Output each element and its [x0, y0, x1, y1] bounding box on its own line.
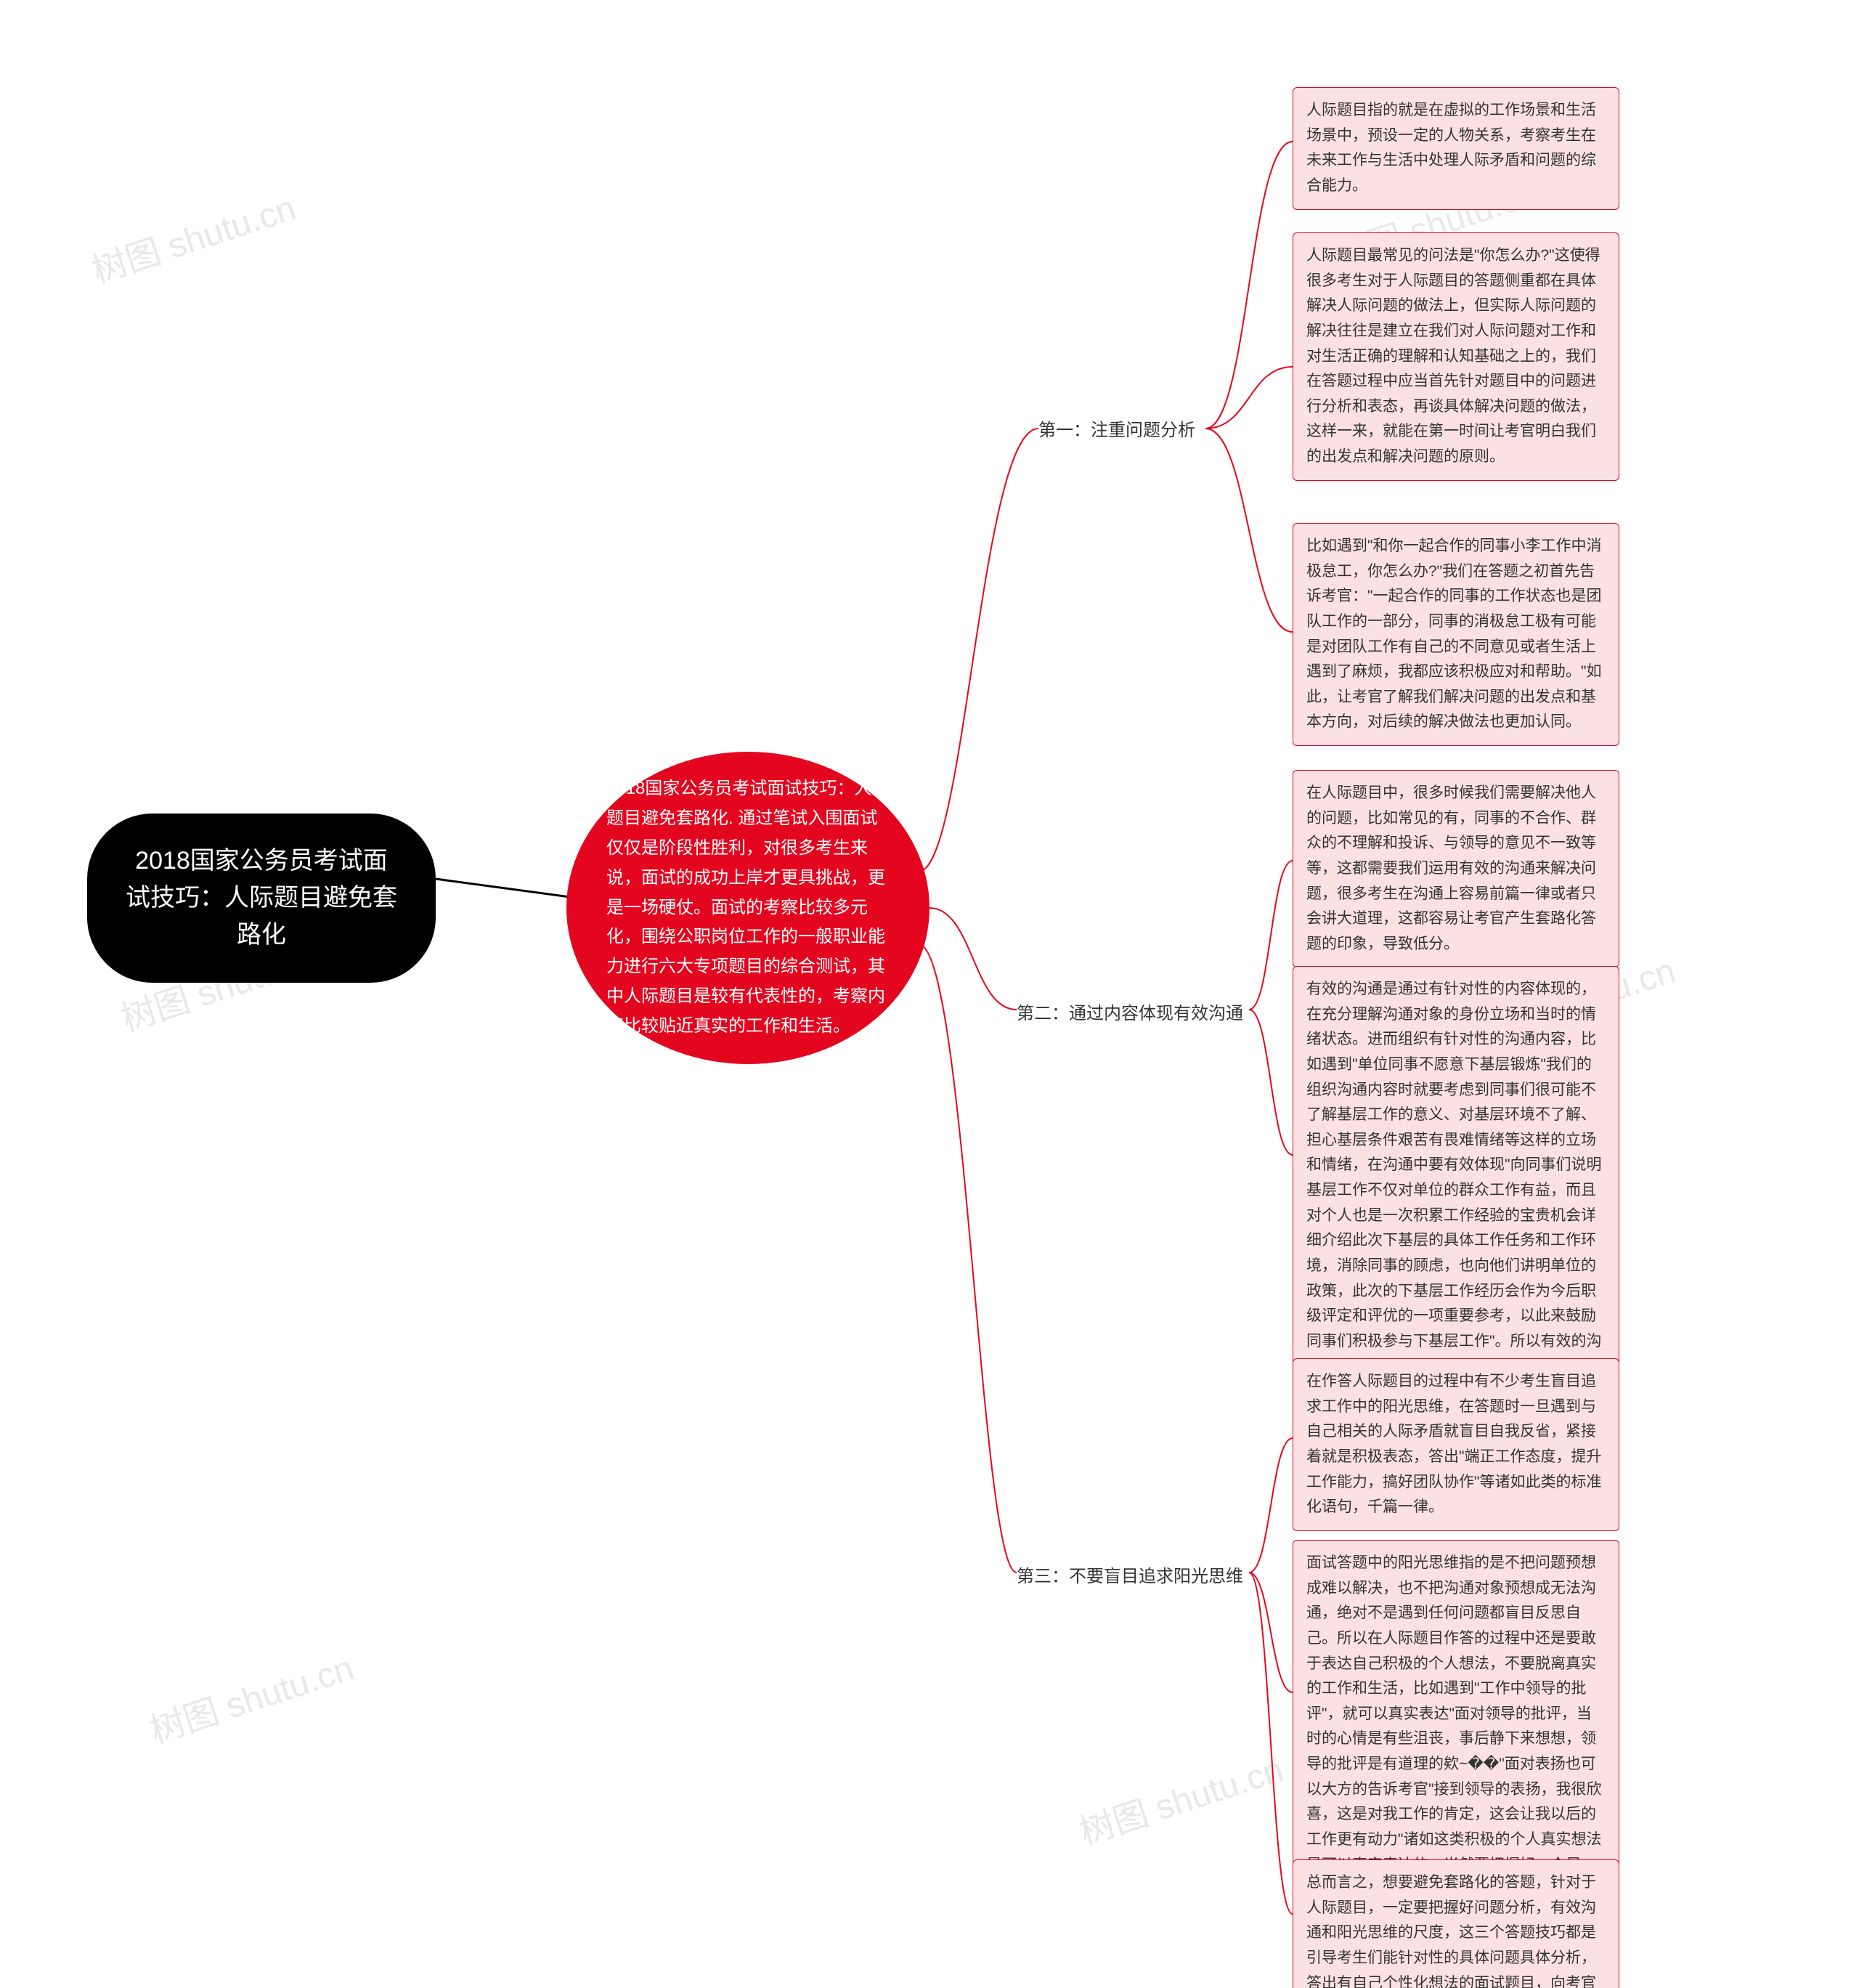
branch-label-2: 第二：通过内容体现有效沟通 [1017, 999, 1243, 1024]
branch-label-1: 第一：注重问题分析 [1038, 415, 1195, 441]
leaf-text: 人际题目指的就是在虚拟的工作场景和生活场景中，预设一定的人物关系，考察考生在未来… [1306, 102, 1596, 194]
leaf-node: 在人际题目中，很多时候我们需要解决他人的问题，比如常见的有，同事的不合作、群众的… [1293, 770, 1619, 967]
intro-node: 2018国家公务员考试面试技巧：人际题目避免套路化. 通过笔试入围面试仅仅是阶段… [566, 752, 930, 1064]
watermark: 树图 shutu.cn [84, 179, 301, 293]
leaf-node: 总而言之，想要避免套路化的答题，针对于人际题目，一定要把握好问题分析，有效沟通和… [1293, 1859, 1619, 1988]
branch-label-3: 第三：不要盲目追求阳光思维 [1017, 1562, 1243, 1587]
leaf-text: 总而言之，想要避免套路化的答题，针对于人际题目，一定要把握好问题分析，有效沟通和… [1306, 1874, 1596, 1988]
branch-3-text: 第三：不要盲目追求阳光思维 [1017, 1567, 1243, 1586]
leaf-node: 在作答人际题目的过程中有不少考生盲目追求工作中的阳光思维，在答题时一旦遇到与自己… [1293, 1358, 1619, 1531]
leaf-text: 人际题目最常见的问法是"你怎么办?"这使得很多考生对于人际题目的答题侧重都在具体… [1306, 247, 1600, 465]
branch-2-text: 第二：通过内容体现有效沟通 [1017, 1004, 1243, 1023]
leaf-node: 比如遇到"和你一起合作的同事小李工作中消极怠工，你怎么办?"我们在答题之初首先告… [1293, 523, 1619, 746]
leaf-text: 在作答人际题目的过程中有不少考生盲目追求工作中的阳光思维，在答题时一旦遇到与自己… [1306, 1373, 1601, 1515]
leaf-node: 人际题目最常见的问法是"你怎么办?"这使得很多考生对于人际题目的答题侧重都在具体… [1293, 232, 1619, 481]
leaf-text: 比如遇到"和你一起合作的同事小李工作中消极怠工，你怎么办?"我们在答题之初首先告… [1306, 537, 1601, 730]
root-text: 2018国家公务员考试面试技巧：人际题目避免套路化 [126, 847, 397, 949]
watermark: 树图 shutu.cn [1072, 1741, 1288, 1854]
root-node: 2018国家公务员考试面试技巧：人际题目避免套路化 [87, 814, 436, 983]
watermark: 树图 shutu.cn [142, 1639, 359, 1753]
leaf-text: 在人际题目中，很多时候我们需要解决他人的问题，比如常见的有，同事的不合作、群众的… [1306, 784, 1596, 952]
branch-1-text: 第一：注重问题分析 [1038, 421, 1195, 440]
leaf-node: 人际题目指的就是在虚拟的工作场景和生活场景中，预设一定的人物关系，考察考生在未来… [1293, 87, 1619, 210]
intro-text: 2018国家公务员考试面试技巧：人际题目避免套路化. 通过笔试入围面试仅仅是阶段… [606, 774, 890, 1041]
